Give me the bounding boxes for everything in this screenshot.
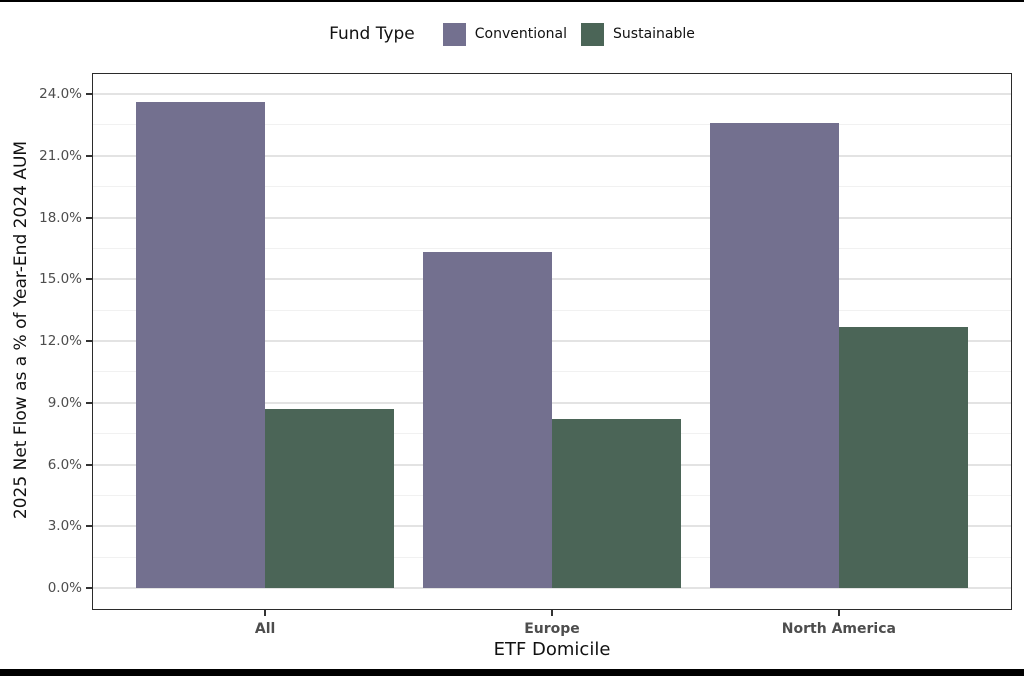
gridline-major: [93, 401, 1011, 404]
legend-swatch-sustainable-icon: [581, 22, 605, 46]
bar-sustainable-europe: [552, 419, 682, 588]
legend-title: Fund Type: [329, 24, 415, 44]
top-border-line: [0, 0, 1024, 2]
gridline-major: [93, 278, 1011, 281]
x-category-label: North America: [781, 621, 896, 637]
x-category-label: Europe: [524, 621, 580, 637]
y-axis-title: 2025 Net Flow as a % of Year-End 2024 AU…: [11, 140, 31, 520]
gridline-major: [93, 93, 1011, 95]
y-tick-label: 3.0%: [47, 518, 82, 535]
gridline-minor: [93, 124, 1011, 126]
x-category-label: All: [254, 621, 276, 637]
bar-sustainable-all: [265, 408, 395, 588]
bar-conventional-all: [136, 102, 266, 588]
legend-item-conventional: Conventional: [442, 22, 568, 46]
legend-label-sustainable: Sustainable: [613, 26, 695, 42]
gridline-major: [93, 154, 1011, 157]
y-tick-label: 0.0%: [47, 580, 82, 596]
legend: Fund Type Conventional Sustainable: [0, 20, 1024, 48]
gridline-major: [93, 216, 1011, 219]
x-axis-tick: [837, 610, 840, 616]
bar-conventional-europe: [422, 252, 552, 588]
gridline-major: [93, 340, 1011, 342]
bar-conventional-north-america: [709, 122, 839, 588]
legend-item-sustainable: Sustainable: [581, 22, 695, 46]
plot-panel: [92, 73, 1012, 610]
bottom-border-bar: [0, 669, 1024, 676]
bar-sustainable-north-america: [838, 326, 968, 588]
legend-swatch-conventional-icon: [442, 22, 466, 46]
legend-label-conventional: Conventional: [474, 26, 568, 42]
y-tick-label: 24.0%: [39, 86, 82, 102]
gridline-major: [93, 587, 1011, 589]
x-axis-tick: [551, 610, 553, 616]
gridline-minor: [93, 309, 1011, 311]
gridline-minor: [93, 247, 1011, 249]
gridline-minor: [93, 186, 1011, 188]
gridline-minor: [93, 371, 1011, 373]
x-axis-title: ETF Domicile: [493, 639, 611, 660]
x-axis-tick: [264, 610, 267, 616]
